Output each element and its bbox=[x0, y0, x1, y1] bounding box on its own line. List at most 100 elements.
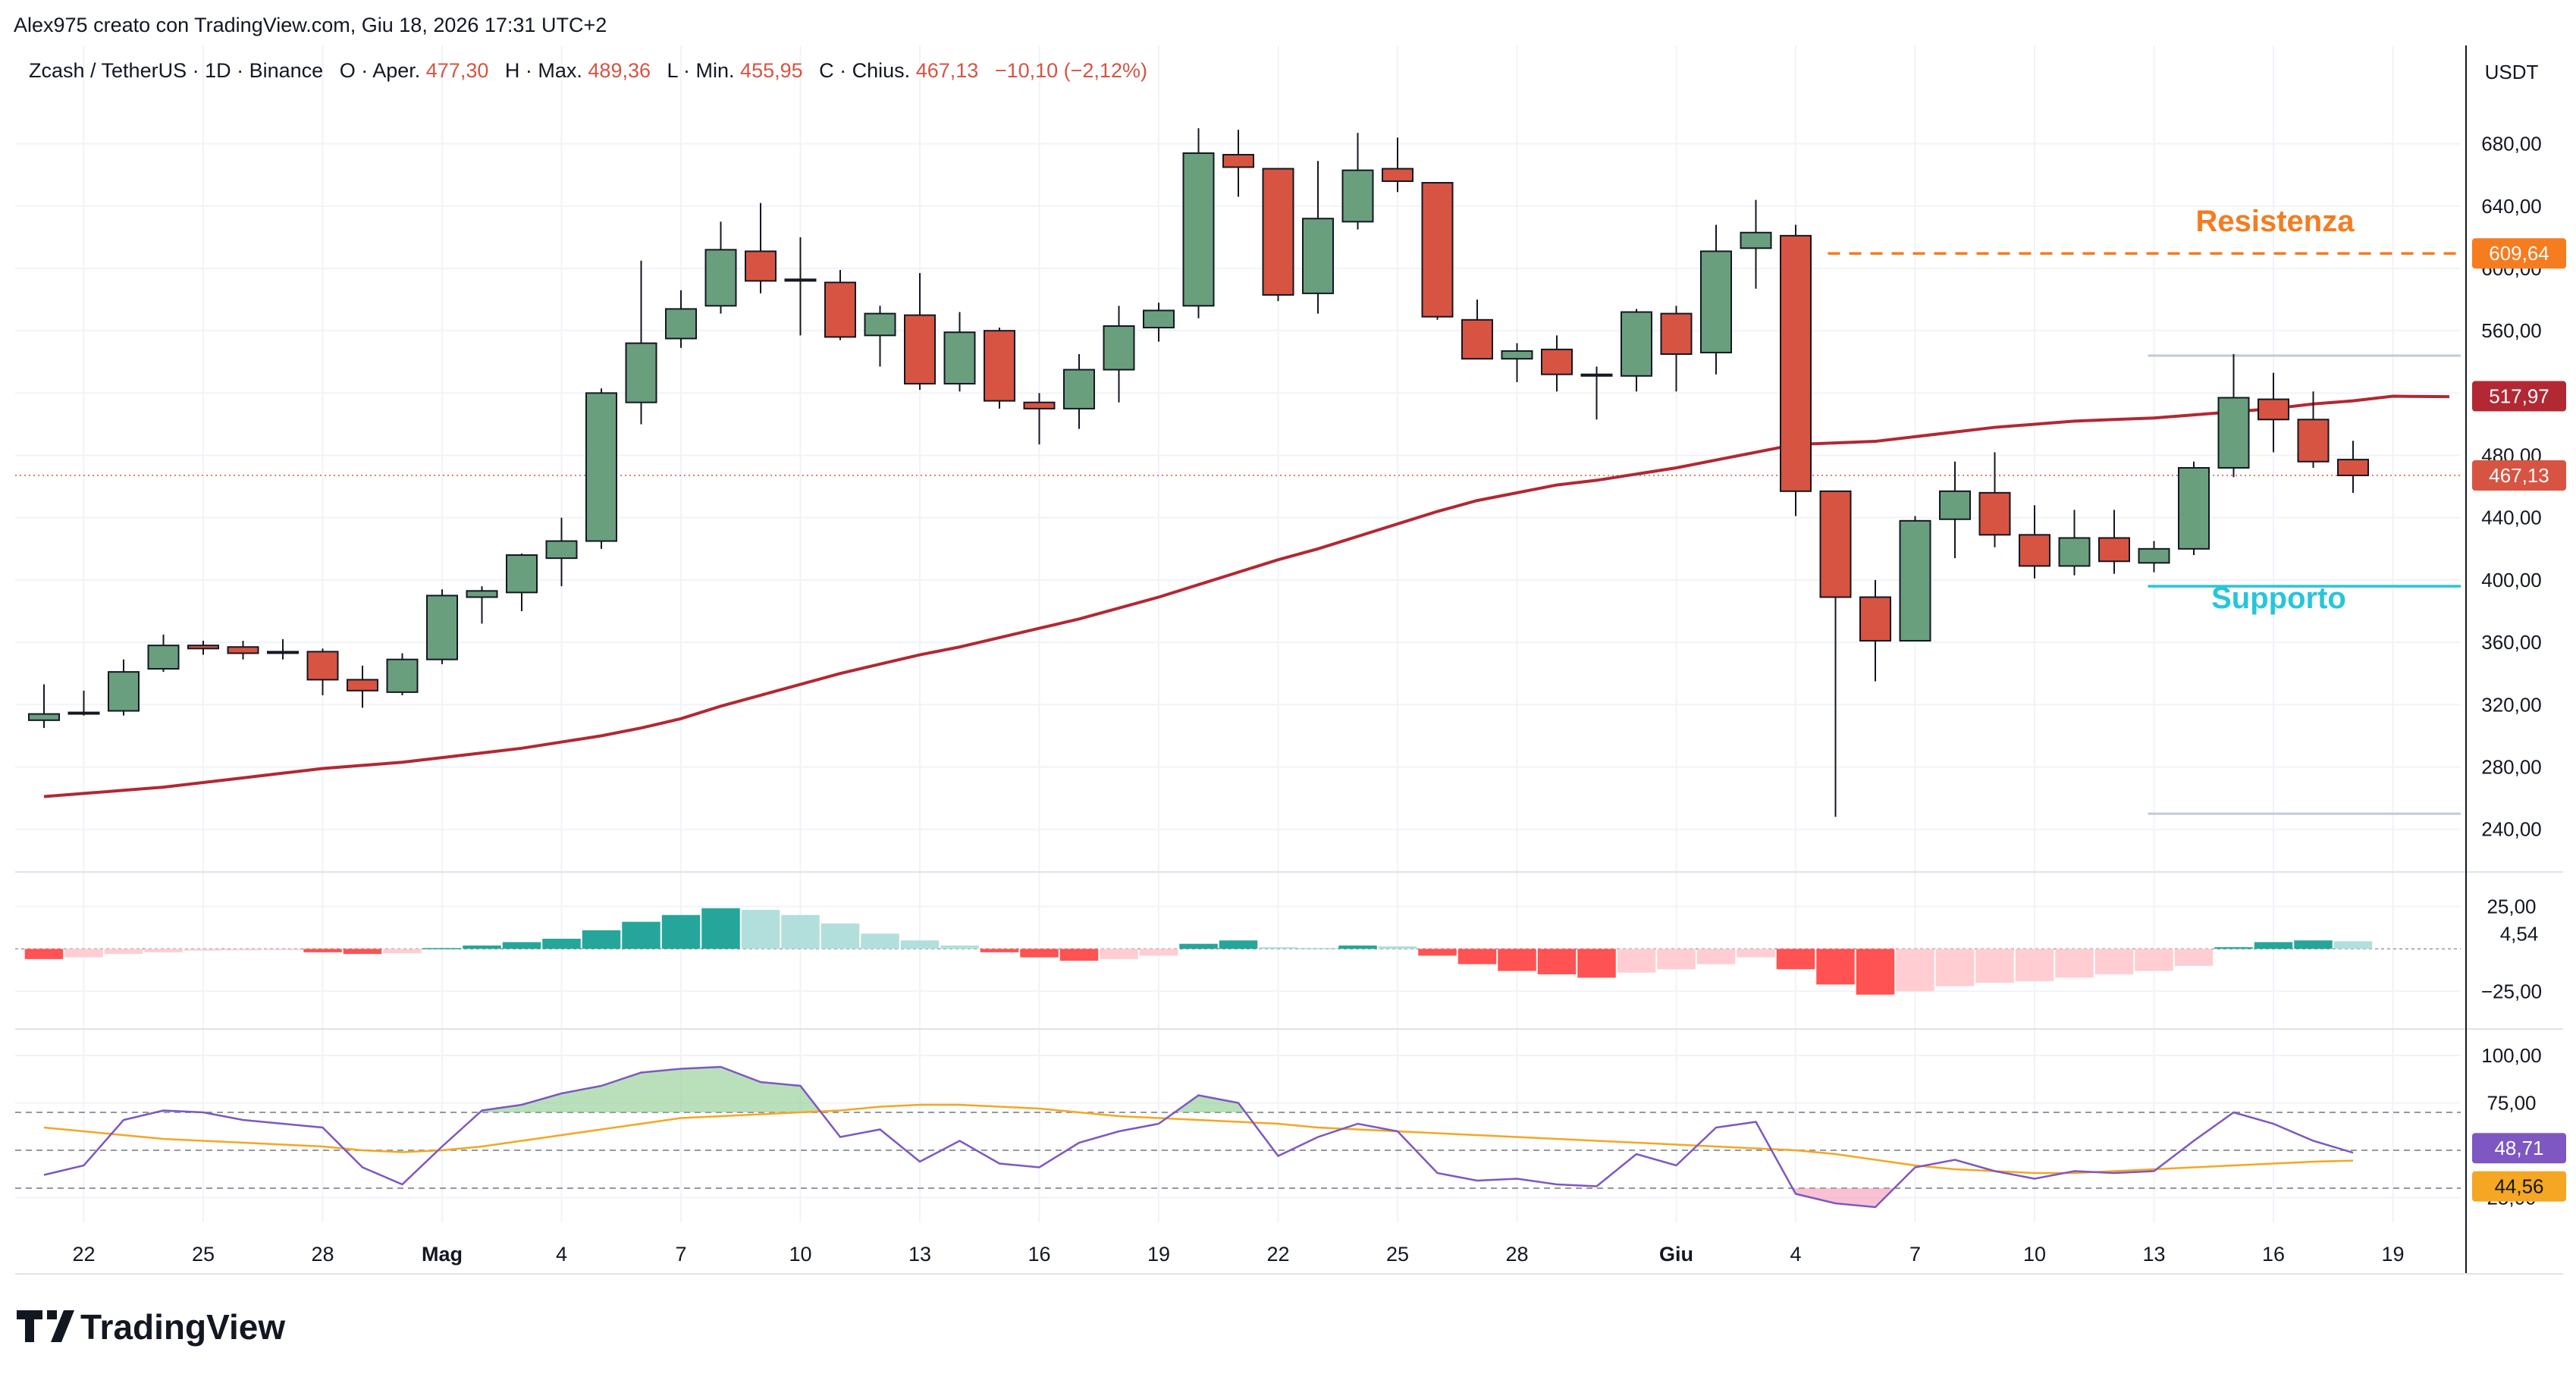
histogram-bar bbox=[622, 921, 660, 949]
histogram-bar bbox=[980, 949, 1019, 952]
candle-body-up bbox=[2178, 466, 2210, 550]
candle-body-down bbox=[1023, 401, 1056, 409]
candle-body-down bbox=[187, 645, 219, 650]
candle-body-up bbox=[943, 331, 976, 385]
histogram-bar bbox=[144, 949, 183, 952]
tradingview-logo: TradingView bbox=[17, 1307, 285, 1347]
candle-body-down bbox=[227, 646, 259, 654]
hist-tick-label: −25,00 bbox=[2481, 980, 2542, 1002]
candle-body-up bbox=[545, 540, 578, 560]
histogram-bar bbox=[1657, 949, 1696, 970]
candle-body-down bbox=[2258, 398, 2289, 421]
publisher-line: Alex975 creato con TradingView.com, Giu … bbox=[14, 14, 607, 36]
candle-body-up bbox=[704, 249, 737, 307]
candle-body-down bbox=[1382, 168, 1414, 182]
histogram-bar bbox=[303, 949, 342, 952]
candle-body-down bbox=[984, 330, 1015, 402]
date-tick-label: 19 bbox=[1147, 1243, 1170, 1266]
candle-body-down bbox=[1421, 182, 1454, 318]
candle-body-up bbox=[28, 713, 60, 721]
last-price-tag-bg bbox=[2472, 460, 2566, 491]
date-tick-label: 13 bbox=[2142, 1243, 2165, 1266]
resistance-price-tag: 609,64 bbox=[2472, 238, 2566, 269]
histogram-bar bbox=[542, 939, 581, 949]
date-tick-label: 28 bbox=[1505, 1243, 1528, 1266]
low-value: 455,95 bbox=[740, 59, 803, 82]
histogram-bar bbox=[1219, 940, 1258, 949]
candle-body-up bbox=[267, 651, 299, 654]
date-tick-label: 25 bbox=[192, 1243, 215, 1266]
high-value: 489,36 bbox=[588, 59, 651, 82]
histogram-bar bbox=[263, 949, 303, 950]
histogram-bar bbox=[1816, 949, 1855, 985]
histogram-bar bbox=[940, 945, 979, 949]
histogram-bar bbox=[2254, 942, 2293, 949]
candle-body-down bbox=[745, 250, 777, 282]
histogram-bar bbox=[1298, 948, 1338, 949]
candle-body-down bbox=[824, 281, 856, 338]
candle-body-down bbox=[1262, 168, 1294, 296]
histogram-bar bbox=[820, 923, 860, 949]
price-tick-label: 640,00 bbox=[2481, 195, 2542, 218]
candle-body-up bbox=[2138, 547, 2170, 564]
candle-body-up bbox=[1143, 309, 1175, 329]
histogram-bar bbox=[463, 945, 501, 949]
histogram-bar bbox=[343, 949, 382, 955]
candle-body-up bbox=[2217, 397, 2250, 469]
histogram-bar bbox=[781, 914, 820, 949]
candle-body-up bbox=[2058, 537, 2091, 567]
open-label: O · Aper. bbox=[340, 59, 421, 82]
high-label: H · Max. bbox=[505, 59, 582, 82]
resistance-label: Resistenza bbox=[2196, 205, 2355, 238]
hist-last-tag-bg bbox=[2472, 918, 2566, 949]
histogram-bar bbox=[1776, 949, 1815, 970]
histogram-bar bbox=[1259, 947, 1297, 949]
rsi-oversold-fill bbox=[1792, 1188, 1894, 1207]
low-label: L · Min. bbox=[667, 59, 735, 82]
rsi-ma-last-tag: 44,56 bbox=[2472, 1171, 2566, 1202]
candle-body-down bbox=[2337, 459, 2369, 476]
candle-body-down bbox=[1580, 373, 1613, 377]
resistance-price-tag-bg bbox=[2472, 238, 2566, 269]
hist-last-tag-text: 4,54 bbox=[2500, 922, 2539, 945]
date-tick-label: Mag bbox=[422, 1243, 463, 1266]
price-tick-label: 320,00 bbox=[2481, 693, 2542, 716]
candle-body-up bbox=[108, 671, 140, 712]
annotation-layer: Resistenza Supporto bbox=[15, 205, 2461, 815]
candle-body-up bbox=[67, 711, 100, 715]
symbol-name: Zcash / TetherUS · 1D · Binance bbox=[29, 59, 323, 82]
candle-body-down bbox=[306, 651, 339, 681]
axis-layer: 22 25 28 Mag 4 7 10 13 16 19 22 25 28 Giu 4 7 10 13 16 19 24… bbox=[72, 133, 2566, 1266]
brand-name: TradingView bbox=[80, 1307, 285, 1347]
candle-body-up bbox=[1700, 250, 1732, 353]
price-tick-label: 400,00 bbox=[2481, 569, 2542, 591]
open-value: 477,30 bbox=[426, 59, 489, 82]
rsi-tick-label: 100,00 bbox=[2481, 1044, 2542, 1067]
candle-body-up bbox=[386, 658, 419, 693]
candle-body-down bbox=[1461, 318, 1493, 360]
ma-price-tag-bg bbox=[2472, 381, 2566, 412]
ma-price-tag: 517,97 bbox=[2472, 381, 2566, 412]
histogram-bar bbox=[661, 914, 701, 949]
candle-body-down bbox=[1541, 348, 1573, 375]
histogram-bar bbox=[1179, 943, 1218, 949]
candle-body-up bbox=[1182, 152, 1215, 307]
date-tick-label: 28 bbox=[311, 1243, 334, 1266]
hist-last-tag: 4,54 bbox=[2472, 918, 2566, 949]
candle-body-down bbox=[1859, 596, 1891, 642]
date-tick-label: 7 bbox=[675, 1243, 686, 1266]
date-tick-label: 4 bbox=[1790, 1243, 1801, 1266]
histogram-bar bbox=[1498, 949, 1536, 971]
candle-body-up bbox=[1501, 350, 1533, 360]
histogram-bar bbox=[383, 949, 422, 953]
histogram-bar bbox=[422, 948, 462, 949]
candle-body-up bbox=[1063, 369, 1095, 409]
currency-label: USDT bbox=[2485, 61, 2539, 83]
date-tick-label: 22 bbox=[1266, 1243, 1289, 1266]
date-tick-label: 25 bbox=[1386, 1243, 1409, 1266]
tradingview-logo-icon bbox=[17, 1310, 74, 1342]
histogram-layer bbox=[15, 908, 2461, 995]
price-tick-label: 360,00 bbox=[2481, 631, 2542, 654]
histogram-bar bbox=[2294, 940, 2333, 949]
